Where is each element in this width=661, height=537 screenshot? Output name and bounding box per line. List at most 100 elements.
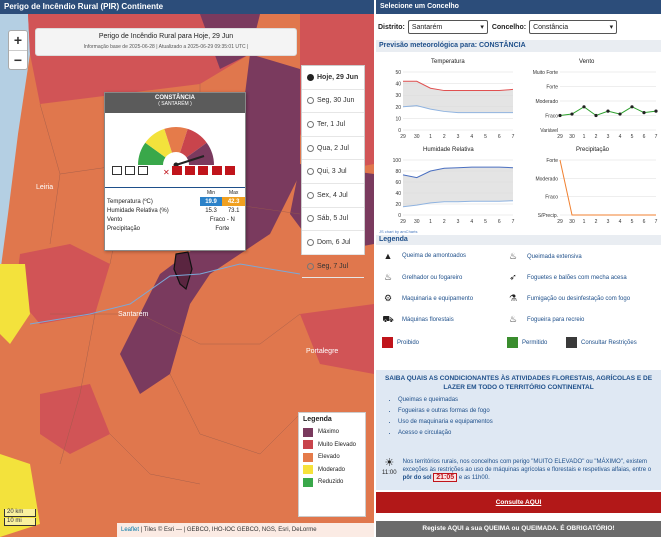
day-label: Dom, 6 Jul <box>317 238 351 246</box>
legend-label: Reduzido <box>318 479 344 486</box>
series-line <box>402 166 514 179</box>
y-tick-label: Moderado <box>535 99 558 105</box>
activity-legend: ▲ Queima de amontoados ♨ Queimada extensiva… <box>376 245 661 350</box>
data-point <box>606 109 610 113</box>
activity-legend-item: ♨ Queimada extensiva <box>507 251 582 262</box>
day-option[interactable]: Dom, 6 Jul <box>302 231 364 255</box>
place-label-leiria: Leiria <box>36 184 53 191</box>
y-tick-label: 80 <box>395 169 401 175</box>
temp-max-value: 42.3 <box>222 197 245 206</box>
restriction-swatch <box>382 337 393 348</box>
day-option[interactable]: Seg, 7 Jul <box>302 255 364 279</box>
y-tick-label: 50 <box>395 70 401 76</box>
y-tick-label: 40 <box>395 191 401 197</box>
region-moderate-west <box>0 264 30 344</box>
sea <box>0 14 30 274</box>
info-list-item: Uso de maquinaria e equipamentos <box>398 419 661 430</box>
register-burn-link[interactable]: Registe AQUI a sua QUEIMA ou QUEIMADA. É… <box>376 521 661 537</box>
machine-icon <box>125 166 136 175</box>
day-option[interactable]: Ter, 1 Jul <box>302 113 364 137</box>
note-part-a: Nos territórios rurais, nos concelhos co… <box>402 459 652 473</box>
x-tick-label: 5 <box>484 134 487 140</box>
map-header-subtitle: Informação base de 2025-06-28 | Atualiza… <box>83 44 249 50</box>
pile-burn-icon: ▲ <box>383 251 393 261</box>
sunset-time: 21:05 <box>433 473 458 482</box>
risk-gauge-svg <box>138 127 214 178</box>
extensive-burn-icon: ♨ <box>508 251 518 261</box>
legend-swatch <box>303 427 313 437</box>
county-label: Concelho: <box>491 23 527 31</box>
day-label: Seg, 30 Jun <box>317 97 355 105</box>
temp-min-value: 19.9 <box>199 197 223 206</box>
map-legend-item: Máximo <box>303 426 361 439</box>
day-option[interactable]: Qui, 3 Jul <box>302 160 364 184</box>
info-box: SAIBA QUAIS AS CONDICIONANTES ÀS ATIVIDA… <box>376 370 661 490</box>
district-select[interactable]: Santarém ▾ <box>407 20 488 34</box>
legend-label: Elevado <box>318 454 340 461</box>
forestry-machine-icon: ⛟ <box>382 314 394 324</box>
x-tick-label: 4 <box>470 219 473 225</box>
county-select[interactable]: Constância ▾ <box>529 20 618 34</box>
weather-table: Min Max Temperatura (ºC) 19.9 42.3 Humid… <box>105 188 245 233</box>
chevron-down-icon: ▾ <box>480 24 484 31</box>
tool-icon <box>138 166 149 175</box>
info-title: SAIBA QUAIS AS CONDICIONANTES ÀS ATIVIDA… <box>384 375 653 391</box>
legend-swatch <box>303 440 313 450</box>
info-list-item: Acesso e circulação <box>398 430 661 441</box>
restriction-legend-item: Permitido <box>507 337 547 348</box>
map-legend-item: Elevado <box>303 451 361 464</box>
day-label: Sex, 4 Jul <box>317 191 348 199</box>
precip-value: Forte <box>215 225 230 232</box>
day-option[interactable]: Qua, 2 Jul <box>302 137 364 161</box>
x-tick-label: 3 <box>607 134 610 140</box>
day-option[interactable]: Seg, 30 Jun <box>302 90 364 114</box>
chart-credit[interactable]: JS chart by amCharts <box>379 229 418 234</box>
col-max-header: Max <box>228 189 239 196</box>
range-area <box>403 167 513 207</box>
side-panel: Selecione um Concelho Distrito: Santarém… <box>376 0 661 537</box>
map-legend-title: Legenda <box>303 416 332 423</box>
x-tick-label: 29 <box>557 219 563 225</box>
consult-button[interactable]: Consulte AQUI <box>376 492 661 513</box>
x-tick-label: 1 <box>583 134 586 140</box>
day-option[interactable]: Sex, 4 Jul <box>302 184 364 208</box>
map-panel: Perigo de Incêndio Rural (PIR) Continent… <box>0 0 374 537</box>
x-tick-label: 3 <box>457 219 460 225</box>
radio-icon <box>307 97 314 105</box>
day-selector: Hoje, 29 Jun Seg, 30 Jun Ter, 1 Jul Qua, 2 … <box>301 65 365 279</box>
y-tick-label: S/Precip. <box>538 213 558 219</box>
y-tick-label: Fraco <box>545 114 558 120</box>
radio-icon <box>307 144 314 152</box>
radio-icon <box>307 73 314 81</box>
activity-legend-item: ➶ Foguetes e balões com mecha acesa <box>507 272 627 283</box>
popup-county-name: CONSTÂNCIA <box>155 95 195 101</box>
y-tick-label: 100 <box>393 158 402 164</box>
risk-gauge: ✕ <box>105 113 245 188</box>
y-tick-label: 0 <box>398 128 401 134</box>
x-tick-label: 30 <box>414 134 420 140</box>
day-label: Ter, 1 Jul <box>317 120 346 128</box>
humidity-max-value: 73.1 <box>227 207 240 214</box>
scale-mi: 10 mi <box>4 518 36 526</box>
zoom-out-button[interactable]: − <box>9 50 27 69</box>
day-option[interactable]: Sáb, 5 Jul <box>302 208 364 232</box>
grill-icon <box>112 166 122 175</box>
restriction-label: Proibido <box>397 339 420 346</box>
day-option[interactable]: Hoje, 29 Jun <box>302 66 364 90</box>
series-line <box>402 200 514 208</box>
data-point <box>594 113 598 118</box>
map-attribution: Leaflet | Tiles © Esri — | GEBCO, IHO-IO… <box>117 523 374 537</box>
map-title: Perigo de Incêndio Rural (PIR) Continent… <box>0 0 374 14</box>
rocket-icon <box>198 166 209 175</box>
legend-swatch <box>303 465 313 475</box>
restriction-legend-item: Consultar Restrições <box>566 337 637 348</box>
zoom-in-button[interactable]: + <box>13 32 23 48</box>
prohibited-mark-icon: ✕ <box>163 168 170 177</box>
x-tick-label: 3 <box>607 219 610 225</box>
x-tick-label: 2 <box>595 134 598 140</box>
fire-extensive-icon <box>185 166 196 175</box>
leaflet-link[interactable]: Leaflet <box>121 527 140 533</box>
sun-icon: ☀ 11:00 <box>382 457 397 477</box>
x-tick-label: 6 <box>498 219 501 225</box>
prohibited-activity-icons: ✕ <box>163 166 235 177</box>
